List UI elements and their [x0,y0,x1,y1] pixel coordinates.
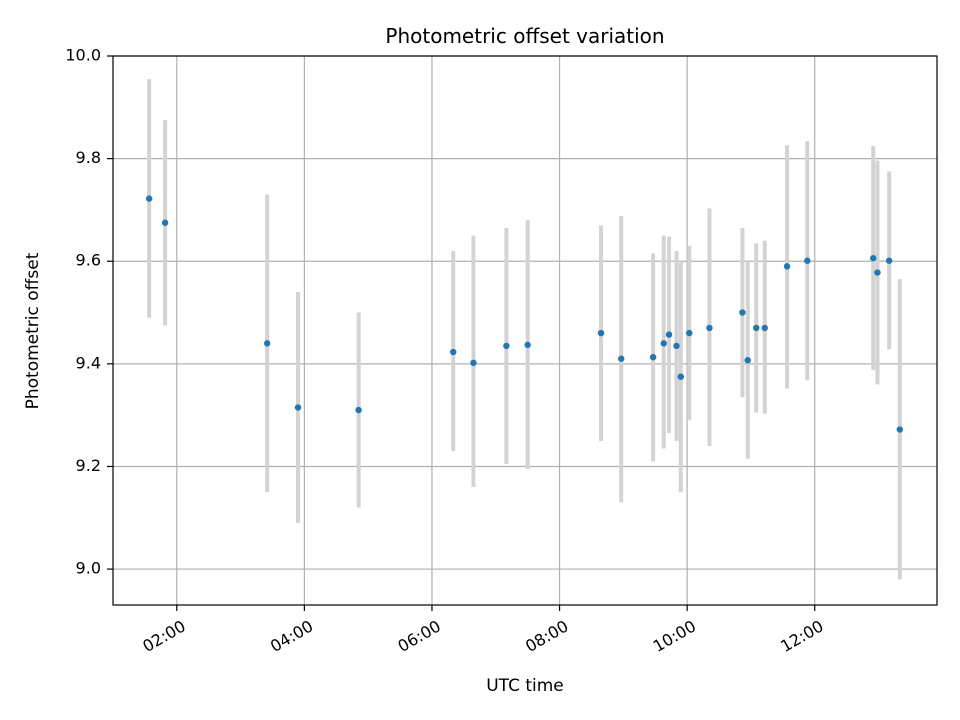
data-point [355,406,362,414]
x-tick-label: 02:00 [139,616,188,656]
x-tick-label: 10:00 [650,616,699,656]
error-bars [147,79,902,580]
y-tick-label: 9.4 [76,353,101,372]
y-tick-label: 9.6 [76,251,101,270]
data-point [753,324,760,332]
y-tick-label: 9.0 [76,559,101,578]
data-point [673,342,680,350]
data-point [665,331,673,338]
data-point [649,353,657,361]
y-axis-title: Photometric offset [23,252,43,409]
y-tick-label: 9.8 [76,148,101,167]
data-point [870,254,877,262]
data-point [896,426,903,433]
data-point [686,329,693,337]
x-axis: 02:00 04:00 06:00 08:00 10:00 12:00 [139,605,827,656]
y-axis: 9.0 9.2 9.4 9.6 9.8 10.0 [65,46,113,578]
data-point [874,269,881,276]
data-point [783,263,791,270]
plot-area [112,55,938,606]
data-point [470,359,477,367]
data-point [524,341,531,349]
data-point [706,324,713,332]
x-axis-title: UTC time [486,676,564,696]
data-point [145,195,153,202]
data-point [294,404,302,411]
data-point [660,340,667,347]
data-point [597,329,605,337]
data-point [161,219,169,226]
data-point [761,324,768,332]
x-tick-label: 06:00 [395,616,444,656]
data-point [885,257,893,264]
data-point [618,355,625,362]
data-points [145,195,903,433]
x-tick-label: 12:00 [777,616,826,656]
data-point [739,309,746,316]
chart-title: Photometric offset variation [385,24,664,48]
data-point [450,348,457,356]
grid [113,55,937,605]
data-point [503,342,510,350]
data-point [804,257,811,264]
data-point [263,340,271,347]
data-point [744,357,751,364]
x-tick-label: 08:00 [522,616,571,656]
data-point [677,373,684,380]
x-tick-label: 04:00 [267,616,316,656]
y-tick-label: 10.0 [65,46,101,65]
y-tick-label: 9.2 [76,456,101,475]
